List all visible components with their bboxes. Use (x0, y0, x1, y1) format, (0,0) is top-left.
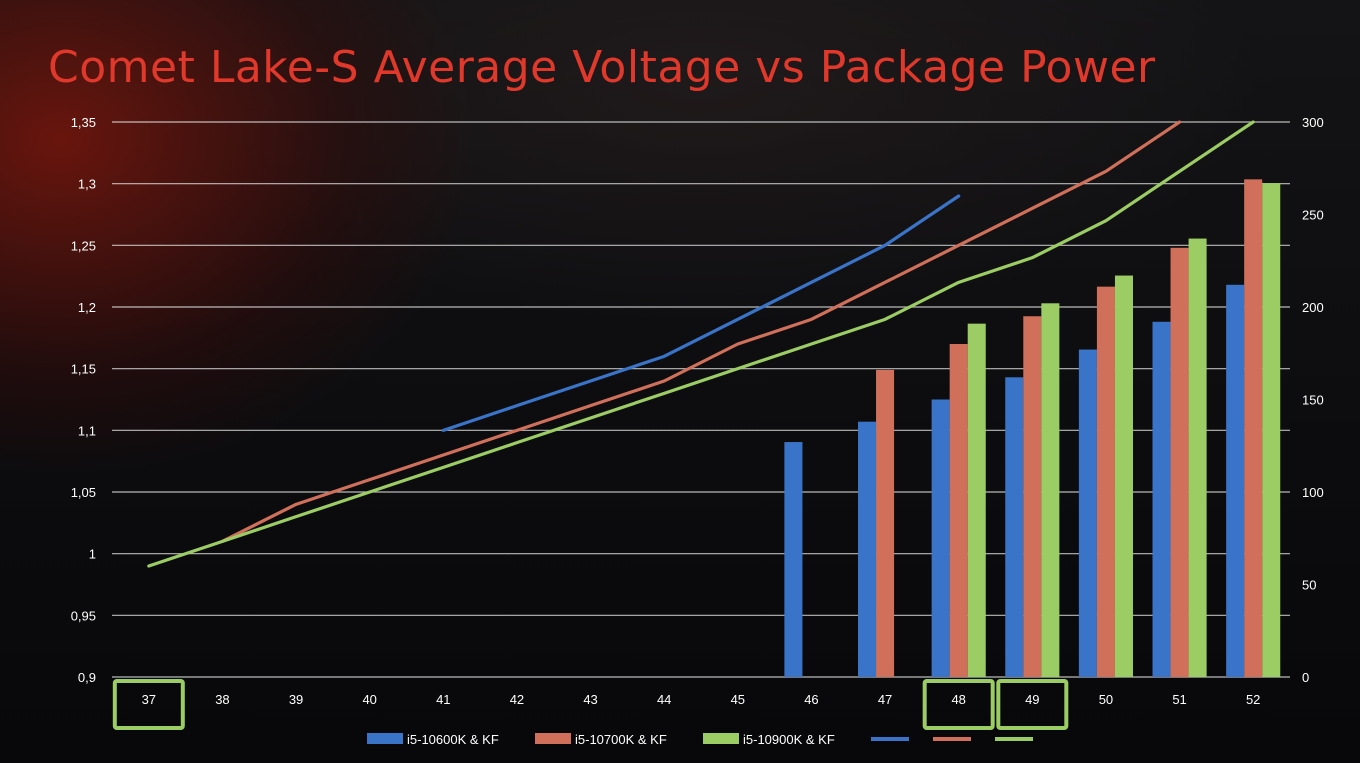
bar (1041, 303, 1060, 677)
left-tick-label: 0,95 (71, 608, 96, 623)
x-axis-ticks: 37 38 39 40 41 42 43 44 45 46 47 48 49 50 51 52 (142, 692, 1261, 707)
bars (784, 179, 1281, 678)
right-tick-label: 50 (1302, 578, 1316, 593)
series-line (220, 120, 1182, 543)
bar (1226, 284, 1245, 677)
lines (147, 120, 1255, 568)
left-tick-label: 1,3 (78, 177, 96, 192)
x-tick-label: 50 (1099, 692, 1113, 707)
right-tick-label: 250 (1302, 208, 1324, 223)
bar (858, 421, 877, 677)
x-tick-label: 40 (362, 692, 376, 707)
x-tick-label: 41 (436, 692, 450, 707)
bar (876, 369, 895, 677)
bar (931, 399, 950, 677)
bar (1152, 321, 1171, 677)
right-axis-ticks: 300 250 200 150 100 50 0 (1302, 115, 1324, 685)
bar (1078, 349, 1097, 677)
bar (967, 323, 986, 677)
right-tick-label: 0 (1302, 670, 1309, 685)
legend-swatch (535, 733, 571, 744)
left-tick-label: 1,15 (71, 362, 96, 377)
category-highlight-box (112, 679, 185, 730)
x-tick-label: 38 (215, 692, 229, 707)
x-tick-label: 48 (951, 692, 965, 707)
left-tick-label: 0,9 (78, 670, 96, 685)
left-tick-label: 1,35 (71, 115, 96, 130)
bar (1096, 286, 1115, 677)
right-tick-label: 300 (1302, 115, 1324, 130)
x-tick-label: 47 (878, 692, 892, 707)
x-tick-label: 44 (657, 692, 671, 707)
bar (1023, 316, 1042, 677)
x-tick-label: 51 (1172, 692, 1186, 707)
left-tick-label: 1,1 (78, 423, 96, 438)
legend-swatch (703, 733, 739, 744)
left-tick-label: 1,25 (71, 238, 96, 253)
bar (949, 344, 968, 677)
x-tick-label: 42 (510, 692, 524, 707)
category-highlights (112, 679, 1069, 730)
x-tick-label: 46 (804, 692, 818, 707)
x-tick-label: 52 (1246, 692, 1260, 707)
legend-label: i5-10700K & KF (575, 732, 667, 747)
category-highlight-box (996, 679, 1069, 730)
right-tick-label: 100 (1302, 485, 1324, 500)
bar (1262, 183, 1281, 678)
right-tick-label: 150 (1302, 393, 1324, 408)
bar (1244, 179, 1263, 677)
series-line (441, 194, 961, 432)
left-tick-label: 1,05 (71, 485, 96, 500)
chart-title: Comet Lake-S Average Voltage vs Package … (48, 42, 1156, 93)
left-axis-ticks: 1,35 1,3 1,25 1,2 1,15 1,1 1,05 1 0,95 0,9 (71, 115, 96, 685)
x-tick-label: 39 (289, 692, 303, 707)
legend-label: i5-10600K & KF (407, 732, 499, 747)
right-tick-label: 200 (1302, 300, 1324, 315)
category-highlight-box (922, 679, 995, 730)
series-line (147, 120, 1255, 568)
x-tick-label: 43 (583, 692, 597, 707)
bar (1005, 377, 1024, 677)
x-tick-label: 45 (731, 692, 745, 707)
left-tick-label: 1 (89, 547, 96, 562)
bar (1114, 275, 1133, 677)
bar (1170, 247, 1189, 678)
legend-label: i5-10900K & KF (743, 732, 835, 747)
x-tick-label: 49 (1025, 692, 1039, 707)
left-tick-label: 1,2 (78, 300, 96, 315)
bar (1188, 238, 1207, 678)
bar (784, 442, 803, 677)
legend-swatch (367, 733, 403, 744)
x-tick-label: 37 (142, 692, 156, 707)
legend: i5-10600K & KF i5-10700K & KF i5-10900K & … (367, 732, 1033, 747)
